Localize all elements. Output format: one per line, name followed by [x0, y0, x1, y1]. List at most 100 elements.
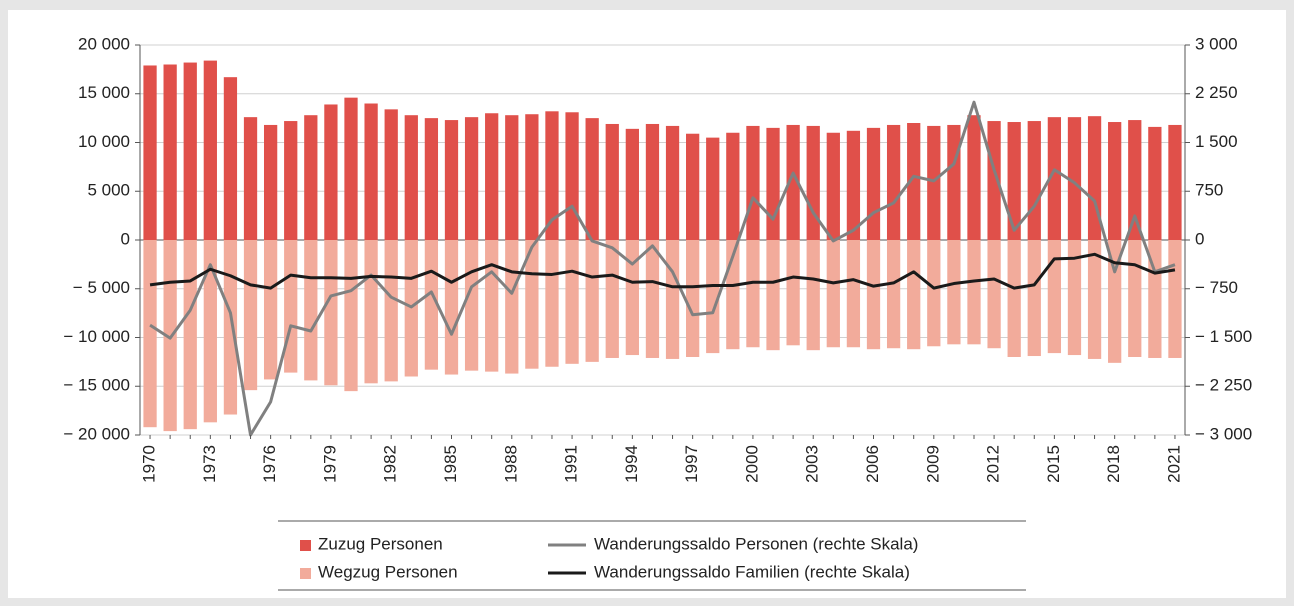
bar [485, 113, 499, 240]
bar [1027, 240, 1041, 357]
x-tick-label: 2015 [1044, 445, 1063, 483]
y-tick-label: 15 000 [78, 83, 130, 102]
bar [143, 240, 157, 428]
bar [304, 115, 318, 240]
y2-tick-label: − 1 500 [1195, 327, 1252, 346]
bar [304, 240, 318, 381]
y-tick-label: − 10 000 [63, 327, 130, 346]
legend-label: Wanderungssaldo Familien (rechte Skala) [594, 562, 910, 581]
bar [565, 240, 579, 364]
x-tick-label: 1970 [140, 445, 159, 483]
bar [1148, 126, 1162, 240]
bar [1168, 124, 1182, 240]
bar [203, 60, 217, 240]
x-tick-label: 1997 [682, 445, 701, 483]
x-tick-label: 2003 [803, 445, 822, 483]
bar [444, 120, 459, 240]
x-tick-label: 2006 [863, 445, 882, 483]
bar [766, 127, 780, 240]
bar [786, 240, 800, 346]
bar [223, 240, 238, 415]
bar [384, 109, 398, 240]
bar [866, 127, 881, 240]
x-tick-label: 1994 [622, 445, 641, 483]
bar [826, 240, 840, 348]
bar [384, 240, 398, 382]
x-tick-label: 1979 [320, 445, 339, 483]
x-tick-label: 1988 [501, 445, 520, 483]
bar [505, 240, 519, 374]
bar [987, 240, 1001, 349]
y2-tick-label: 1 500 [1195, 132, 1238, 151]
bar [786, 124, 800, 240]
bar [404, 115, 418, 240]
bar [485, 240, 499, 372]
bar [223, 77, 238, 240]
bar [927, 125, 941, 240]
bar [444, 240, 459, 375]
bar [1108, 122, 1122, 240]
bar [364, 103, 378, 240]
bar [324, 104, 338, 240]
bar [1108, 240, 1122, 363]
bar [605, 240, 619, 358]
y2-tick-label: 750 [1195, 181, 1223, 200]
bar [263, 124, 278, 240]
bar [1087, 240, 1102, 359]
bar [464, 240, 479, 371]
bar [585, 118, 599, 240]
bar [907, 123, 921, 240]
bar [344, 240, 358, 392]
bar [1128, 120, 1142, 240]
x-tick-label: 1976 [260, 445, 279, 483]
bar [163, 64, 177, 240]
bar [886, 240, 901, 349]
bar [706, 240, 720, 354]
bar [927, 240, 941, 347]
bar [424, 118, 439, 240]
bar [806, 240, 820, 351]
bar [706, 137, 720, 240]
bar [1027, 121, 1041, 240]
bar [284, 121, 298, 240]
bar [746, 240, 760, 348]
bar [284, 240, 298, 373]
chart: − 20 000 − 15 000 − 10 000 − 5 000 0 5 000 10 … [8, 10, 1286, 598]
bar [625, 128, 639, 240]
bar [1128, 240, 1142, 357]
y-tick-label: 10 000 [78, 132, 130, 151]
y2-tick-label: 2 250 [1195, 83, 1238, 102]
x-tick-label: 2009 [923, 445, 942, 483]
bar [1047, 117, 1062, 240]
bar [686, 133, 700, 240]
y-tick-label: − 15 000 [63, 376, 130, 395]
bar [183, 240, 197, 430]
bar [263, 240, 278, 380]
x-tick-label: 2021 [1164, 445, 1183, 483]
bar [1047, 240, 1062, 354]
y2-tick-label: 3 000 [1195, 34, 1238, 53]
bar [665, 240, 680, 359]
bar [243, 240, 258, 391]
legend-label: Wanderungssaldo Personen (rechte Skala) [594, 534, 918, 553]
legend-swatch [300, 568, 311, 579]
legend-label: Wegzug Personen [318, 562, 458, 581]
y2-tick-label: 0 [1195, 229, 1204, 248]
x-tick-label: 2012 [984, 445, 1003, 483]
y2-tick-label: − 2 250 [1195, 376, 1252, 395]
x-tick-label: 1991 [562, 445, 581, 483]
bar [1007, 122, 1021, 240]
bar [364, 240, 378, 384]
bar [565, 112, 579, 240]
line [149, 252, 1176, 290]
bar [203, 240, 217, 423]
bar [585, 240, 599, 362]
bar [665, 125, 680, 240]
bar [846, 240, 861, 348]
bar [726, 132, 740, 240]
bar [967, 115, 981, 240]
bar [947, 124, 961, 240]
bar [846, 130, 861, 240]
bar [1067, 240, 1082, 356]
y-tick-label: − 5 000 [73, 278, 130, 297]
